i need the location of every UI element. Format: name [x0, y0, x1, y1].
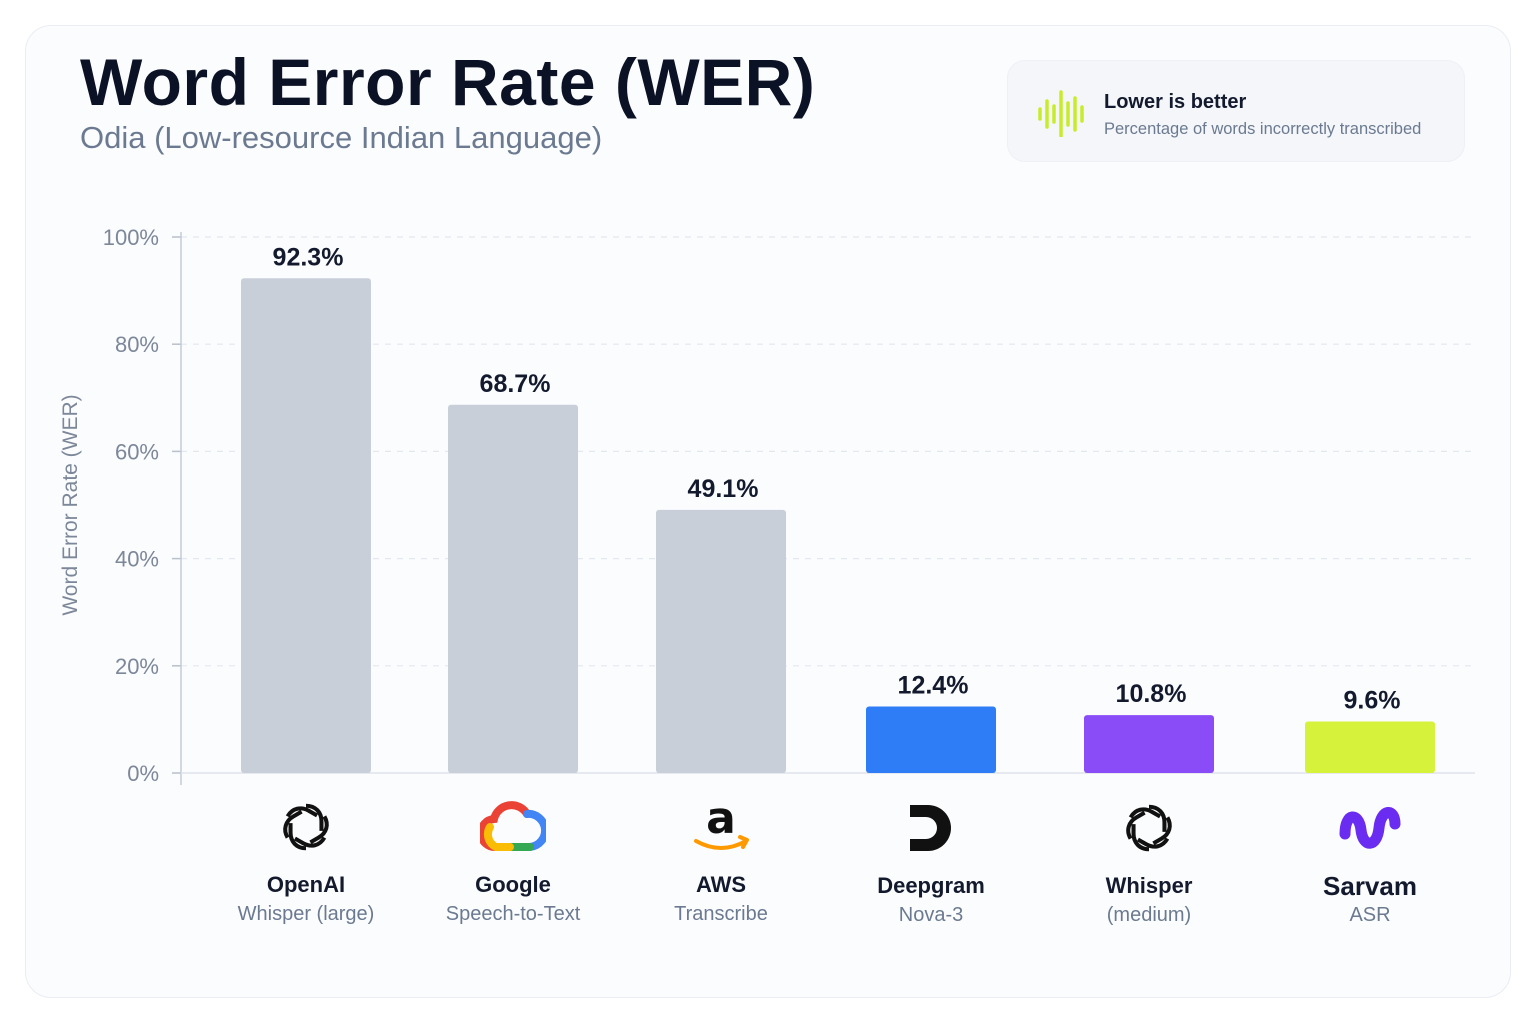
category-label: Google Speech-to-Text	[403, 796, 623, 926]
category-label: a AWS Transcribe	[611, 796, 831, 926]
y-tick-label: 60%	[115, 439, 159, 464]
category-name: AWS	[695, 872, 747, 897]
category-subtitle: Speech-to-Text	[445, 903, 581, 925]
bar	[448, 404, 578, 773]
amazon-icon: a	[611, 796, 831, 858]
bar-value-label: 49.1%	[688, 475, 759, 503]
bar-value-label: 12.4%	[898, 672, 969, 700]
y-tick-label: 0%	[127, 761, 159, 786]
svg-text:a: a	[706, 797, 736, 844]
bar-value-label: 68.7%	[480, 370, 551, 398]
legend-description: Percentage of words incorrectly transcri…	[1104, 120, 1422, 138]
bar	[1305, 721, 1435, 773]
legend-title: Lower is better	[1104, 91, 1247, 113]
bar-value-label: 92.3%	[273, 243, 344, 271]
bar	[656, 509, 786, 773]
bar	[866, 706, 996, 773]
category-subtitle: (medium)	[1106, 904, 1192, 926]
chart-subtitle: Odia (Low-resource Indian Language)	[80, 120, 603, 155]
category-subtitle: Nova-3	[898, 904, 964, 926]
category-label: OpenAI Whisper (large)	[196, 796, 416, 926]
legend-card: Lower is better Percentage of words inco…	[1007, 60, 1465, 162]
y-tick-label: 40%	[115, 547, 159, 572]
openai-icon	[1039, 797, 1259, 859]
openai-icon	[196, 796, 416, 858]
chart-title: Word Error Rate (WER)	[80, 45, 816, 119]
bar	[1084, 715, 1214, 773]
category-name: Deepgram	[877, 873, 985, 898]
category-name: Whisper	[1105, 873, 1193, 898]
category-name: Sarvam	[1323, 871, 1417, 901]
y-tick-label: 80%	[115, 332, 159, 357]
category-name: OpenAI	[266, 872, 346, 897]
category-subtitle: Whisper (large)	[237, 903, 375, 925]
category-label: Deepgram Nova-3	[821, 797, 1041, 927]
category-name: Google	[475, 872, 551, 897]
sarvam-icon	[1260, 797, 1480, 859]
y-axis-label: Word Error Rate (WER)	[59, 394, 82, 615]
waveform-icon	[1038, 90, 1084, 137]
category-label: Sarvam ASR	[1260, 797, 1480, 927]
category-label: Whisper (medium)	[1039, 797, 1259, 927]
category-subtitle: Transcribe	[674, 903, 768, 925]
deepgram-icon	[821, 797, 1041, 859]
bar-value-label: 9.6%	[1344, 687, 1401, 715]
bar	[241, 278, 371, 773]
y-tick-label: 100%	[103, 225, 159, 250]
category-subtitle: ASR	[1349, 904, 1391, 926]
y-tick-label: 20%	[115, 654, 159, 679]
google-cloud-icon	[403, 796, 623, 858]
bar-value-label: 10.8%	[1116, 680, 1187, 708]
